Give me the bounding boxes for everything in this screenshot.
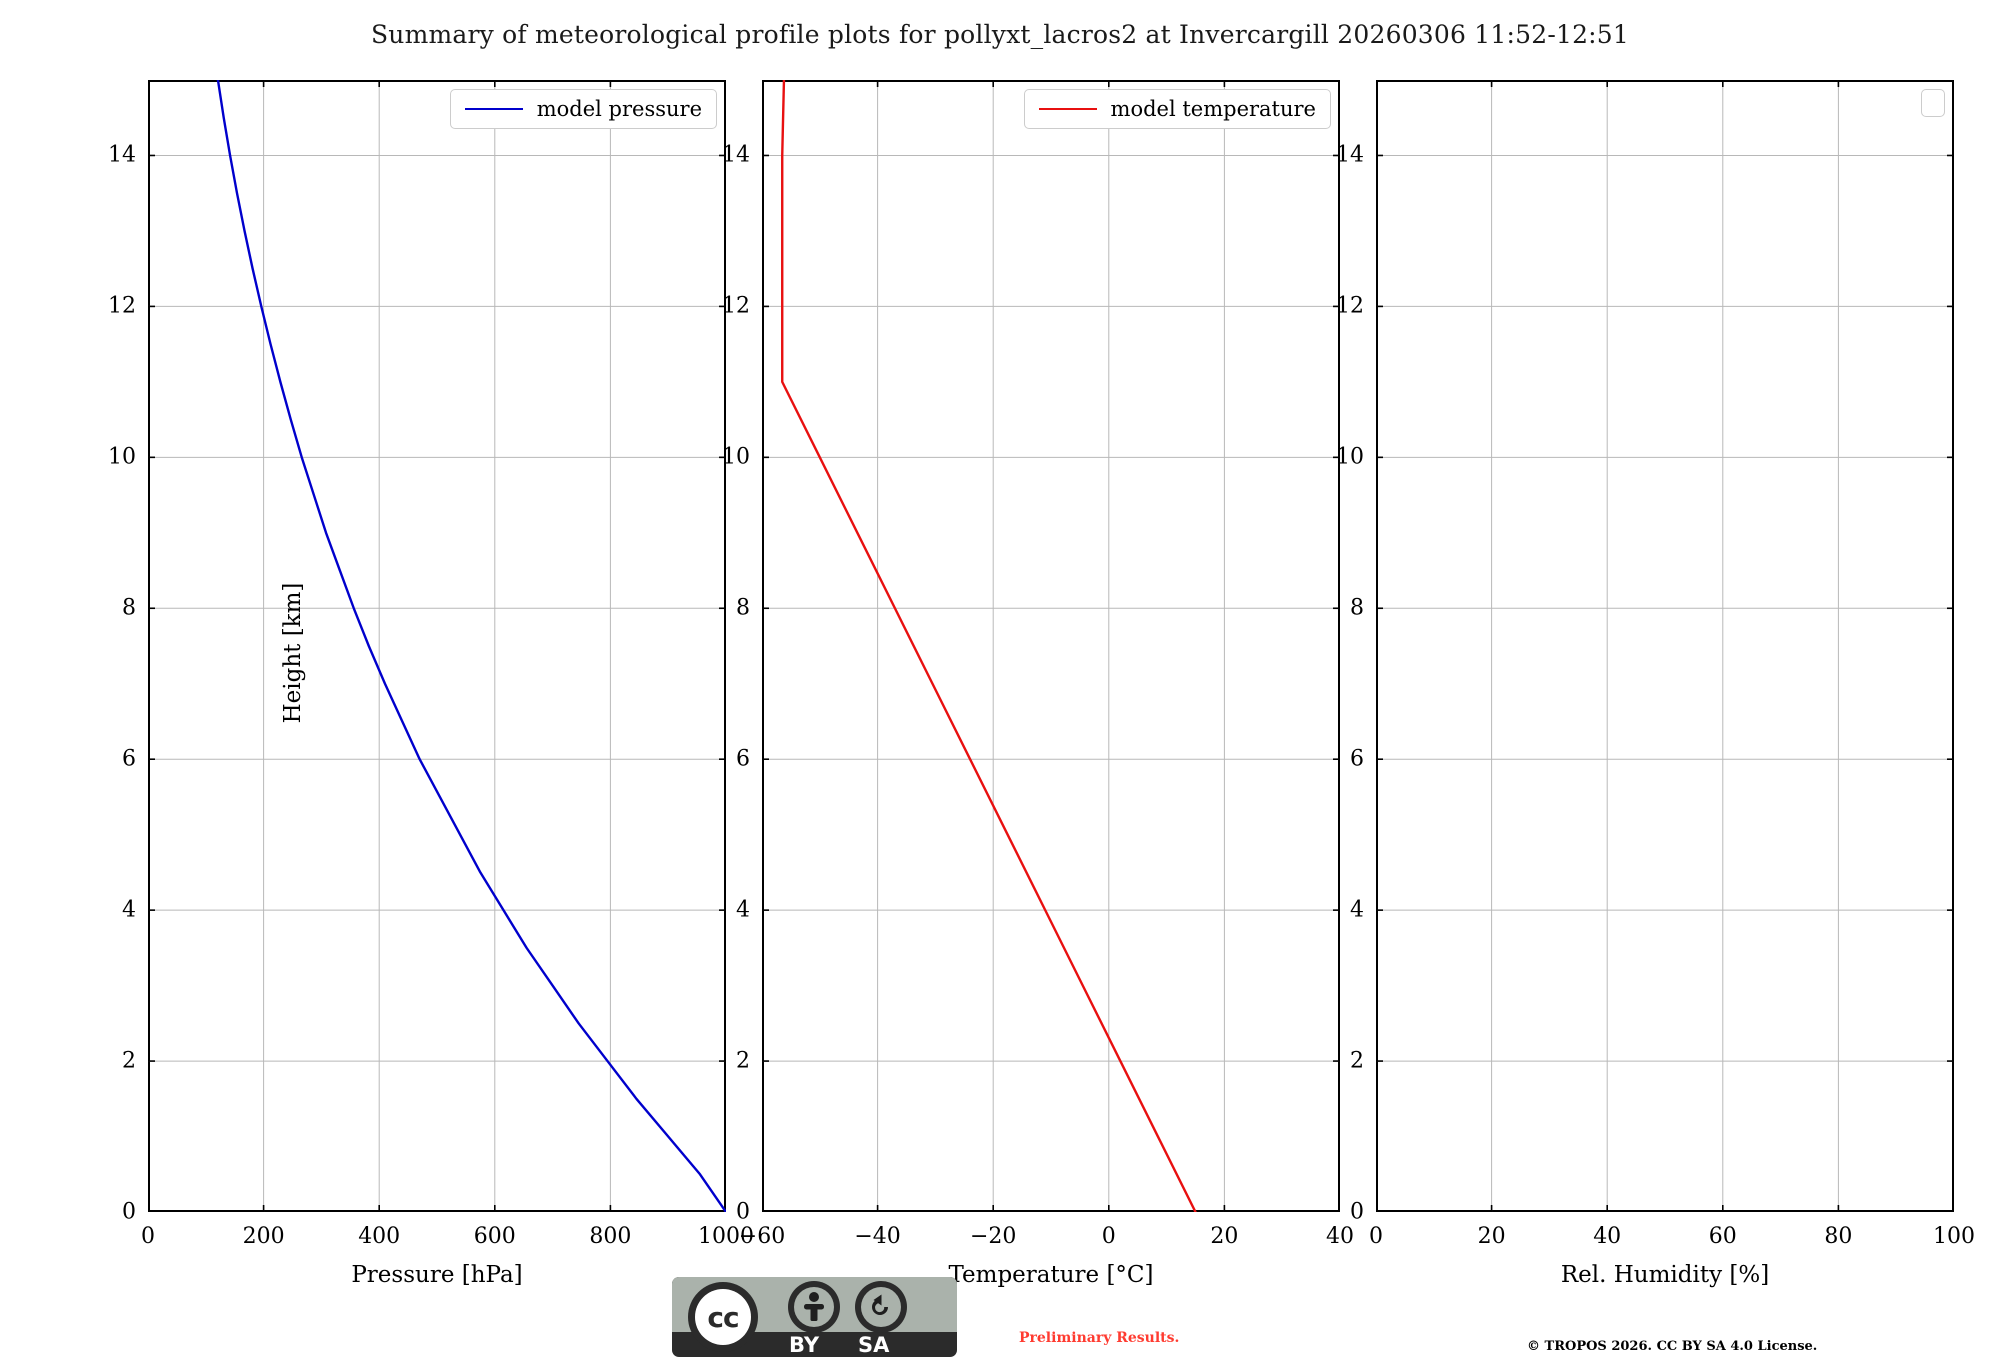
share-alike-glyph: [872, 1294, 888, 1315]
pressure-y-tick-label: 12: [108, 293, 136, 319]
temperature-x-tick-label: 40: [1326, 1224, 1354, 1249]
temperature-x-tick-label: 0: [1101, 1224, 1116, 1249]
temperature-x-tick-label: 20: [1210, 1224, 1239, 1249]
cc-by-label: BY: [789, 1333, 820, 1357]
pressure-legend-swatch: [464, 108, 523, 110]
pressure-y-tick-label: 10: [108, 444, 136, 470]
temperature-x-tick-label: −20: [969, 1224, 1017, 1249]
pressure-x-tick-label: 400: [358, 1224, 401, 1249]
pressure-plot-area: [148, 80, 726, 1212]
temperature-y-tick-label: 4: [736, 897, 750, 923]
temperature-x-tick-label: −40: [854, 1224, 901, 1249]
cc-sa-label: SA: [858, 1333, 890, 1357]
humidity-x-tick-label: 20: [1477, 1224, 1506, 1249]
temperature-legend-swatch: [1038, 108, 1097, 110]
temperature-y-tick-label: 10: [722, 444, 750, 470]
humidity-plot-area: [1376, 80, 1954, 1212]
pressure-x-axis-label: Pressure [hPa]: [351, 1262, 523, 1288]
cc-logo-icon: cc: [688, 1282, 758, 1352]
humidity-axes-frame: [1376, 80, 1954, 1212]
creative-commons-badge: cc BY SA: [672, 1277, 957, 1357]
humidity-y-tick-label: 0: [1350, 1199, 1364, 1225]
pressure-y-tick-label: 14: [108, 142, 136, 168]
humidity-x-tick-label: 0: [1369, 1224, 1383, 1249]
humidity-x-axis-label: Rel. Humidity [%]: [1560, 1262, 1770, 1288]
humidity-panel: Rel. Humidity [%] 0 20 40 60 80 100 0 2 4 6 8 10 12 1…: [1336, 80, 1975, 1288]
pressure-legend[interactable]: model pressure: [449, 89, 717, 129]
pressure-x-tick-label: 600: [473, 1224, 516, 1249]
preliminary-results-note: Preliminary Results.: [1019, 1330, 1180, 1346]
humidity-legend[interactable]: [1921, 89, 1945, 117]
temperature-y-tick-label: 0: [736, 1199, 750, 1225]
copyright-note: © TROPOS 2026. CC BY SA 4.0 License.: [1527, 1339, 1818, 1354]
cc-sa-share-alike-icon: [855, 1281, 907, 1333]
humidity-y-tick-label: 12: [1336, 293, 1364, 319]
pressure-x-tick-label: 200: [242, 1224, 285, 1249]
y-axis-label: Height [km]: [280, 582, 306, 724]
pressure-x-tick-label: 0: [141, 1224, 155, 1249]
temperature-legend[interactable]: model temperature: [1023, 89, 1331, 129]
pressure-y-tick-label: 4: [122, 897, 136, 923]
pressure-panel: Height [km] model pressure Pressure [hPa…: [108, 80, 754, 1288]
pressure-x-tick-label: 1000: [698, 1224, 754, 1249]
humidity-x-tick-label: 40: [1593, 1224, 1622, 1249]
cc-mark-label: cc: [695, 1289, 751, 1345]
temperature-panel: model temperature Temperature [°C] −60 −4…: [722, 80, 1354, 1288]
humidity-x-tick-label: 60: [1708, 1224, 1737, 1249]
cc-by-person-icon: [788, 1281, 840, 1333]
humidity-x-tick-label: 100: [1933, 1224, 1975, 1249]
temperature-x-tick-label: −60: [738, 1224, 786, 1249]
humidity-y-tick-label: 14: [1336, 142, 1364, 168]
humidity-y-tick-label: 4: [1350, 897, 1364, 923]
pressure-y-tick-label: 6: [122, 746, 136, 772]
temperature-y-tick-label: 2: [736, 1048, 750, 1074]
humidity-x-tick-label: 80: [1824, 1224, 1853, 1249]
pressure-legend-label: model pressure: [536, 97, 702, 121]
person-glyph: [804, 1292, 824, 1321]
pressure-y-tick-label: 2: [122, 1048, 136, 1074]
temperature-y-tick-label: 8: [736, 595, 750, 621]
pressure-x-tick-label: 800: [589, 1224, 632, 1249]
page-title: Summary of meteorological profile plots …: [370, 20, 1630, 49]
pressure-y-tick-label: 8: [122, 595, 136, 621]
humidity-y-tick-label: 8: [1350, 595, 1364, 621]
temperature-x-axis-label: Temperature [°C]: [948, 1262, 1154, 1288]
humidity-y-tick-label: 10: [1336, 444, 1364, 470]
temperature-y-tick-label: 6: [736, 746, 750, 772]
humidity-y-tick-label: 6: [1350, 746, 1364, 772]
pressure-axes-frame: [148, 80, 726, 1212]
pressure-y-tick-label: 0: [122, 1199, 136, 1225]
temperature-axes-frame: [762, 80, 1340, 1212]
temperature-y-tick-label: 14: [722, 142, 750, 168]
humidity-y-tick-label: 2: [1350, 1048, 1364, 1074]
temperature-y-tick-label: 12: [722, 293, 750, 319]
temperature-legend-label: model temperature: [1110, 97, 1316, 121]
temperature-plot-area: [762, 80, 1340, 1212]
